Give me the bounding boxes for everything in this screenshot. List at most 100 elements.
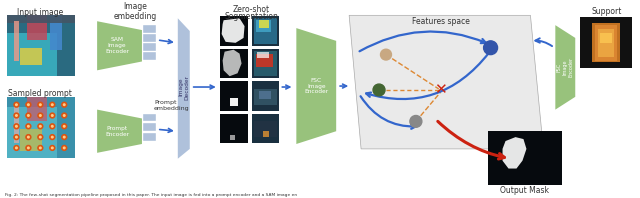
Bar	[143, 34, 156, 42]
Bar	[220, 49, 248, 78]
Bar	[28, 97, 47, 121]
Circle shape	[14, 113, 19, 118]
Circle shape	[63, 104, 65, 106]
Bar	[253, 18, 277, 44]
Circle shape	[14, 135, 19, 140]
Polygon shape	[556, 25, 575, 110]
Circle shape	[410, 115, 422, 127]
Bar	[8, 107, 57, 158]
Bar	[252, 16, 280, 46]
Bar	[257, 20, 271, 32]
Circle shape	[61, 113, 67, 118]
Bar	[264, 131, 269, 137]
Bar	[220, 16, 248, 46]
Circle shape	[484, 41, 497, 55]
Bar	[51, 15, 62, 50]
Text: ✕: ✕	[435, 82, 447, 97]
Bar	[598, 29, 614, 57]
Circle shape	[15, 115, 17, 116]
Circle shape	[28, 147, 29, 149]
Circle shape	[28, 136, 29, 138]
Text: Prompt
Encoder: Prompt Encoder	[105, 126, 129, 137]
Circle shape	[50, 113, 55, 118]
Text: Output Mask: Output Mask	[500, 186, 549, 195]
Bar	[230, 98, 237, 106]
Polygon shape	[178, 18, 189, 159]
Polygon shape	[97, 110, 142, 153]
Circle shape	[40, 147, 41, 149]
Bar	[143, 25, 156, 33]
Circle shape	[26, 146, 31, 150]
Circle shape	[28, 104, 29, 106]
Circle shape	[28, 126, 29, 127]
Bar	[253, 121, 277, 137]
Circle shape	[14, 146, 19, 150]
Text: FSC
Image
Encoder: FSC Image Encoder	[304, 78, 328, 94]
Bar	[592, 23, 620, 62]
Circle shape	[51, 126, 53, 127]
Bar	[8, 15, 76, 23]
Circle shape	[14, 102, 19, 107]
Circle shape	[28, 115, 29, 116]
Bar	[143, 52, 156, 60]
Polygon shape	[97, 21, 142, 70]
Text: Fig. 2: The few-shot segmentation pipeline proposed in this paper. The input ima: Fig. 2: The few-shot segmentation pipeli…	[6, 193, 298, 197]
Circle shape	[63, 147, 65, 149]
Circle shape	[50, 146, 55, 150]
Bar	[259, 91, 271, 99]
Bar	[8, 15, 76, 76]
Circle shape	[40, 104, 41, 106]
Circle shape	[38, 135, 43, 140]
Text: Features space: Features space	[412, 17, 470, 26]
Circle shape	[38, 102, 43, 107]
Bar	[488, 131, 563, 185]
Bar	[15, 21, 19, 61]
Circle shape	[50, 124, 55, 129]
Bar	[15, 104, 19, 143]
Bar	[252, 81, 280, 111]
Text: Prompt
embedding: Prompt embedding	[154, 100, 189, 111]
Bar	[257, 52, 269, 58]
Text: Input image: Input image	[17, 8, 63, 17]
Circle shape	[61, 102, 67, 107]
Text: Support: Support	[592, 7, 622, 16]
Bar	[143, 133, 156, 141]
Text: Sampled prompt: Sampled prompt	[8, 89, 72, 98]
Circle shape	[26, 102, 31, 107]
Circle shape	[15, 126, 17, 127]
Circle shape	[38, 124, 43, 129]
Bar	[255, 54, 273, 67]
Polygon shape	[349, 15, 543, 149]
Polygon shape	[296, 28, 336, 144]
Circle shape	[63, 136, 65, 138]
Bar	[220, 113, 248, 143]
Circle shape	[381, 49, 392, 60]
Bar	[580, 17, 632, 68]
Circle shape	[61, 135, 67, 140]
Circle shape	[26, 135, 31, 140]
Bar	[20, 48, 42, 65]
Circle shape	[63, 115, 65, 116]
Bar	[220, 81, 248, 111]
Text: Image
embedding: Image embedding	[113, 2, 157, 21]
Circle shape	[15, 104, 17, 106]
Text: Zero-shot: Zero-shot	[233, 5, 270, 14]
Bar	[230, 135, 235, 140]
Circle shape	[38, 113, 43, 118]
Bar	[252, 113, 280, 143]
Circle shape	[51, 147, 53, 149]
Bar	[143, 43, 156, 51]
Text: SAM
Image
Encoder: SAM Image Encoder	[105, 37, 129, 54]
Bar	[20, 129, 42, 151]
Bar	[8, 33, 57, 76]
Circle shape	[61, 146, 67, 150]
Bar	[252, 49, 280, 78]
Circle shape	[51, 104, 53, 106]
Text: FSC
Image
Encoder: FSC Image Encoder	[557, 57, 573, 77]
Bar	[253, 51, 277, 76]
Bar	[259, 20, 269, 28]
Bar	[143, 113, 156, 121]
Polygon shape	[221, 18, 244, 43]
Bar	[595, 25, 617, 61]
Bar	[28, 15, 47, 40]
